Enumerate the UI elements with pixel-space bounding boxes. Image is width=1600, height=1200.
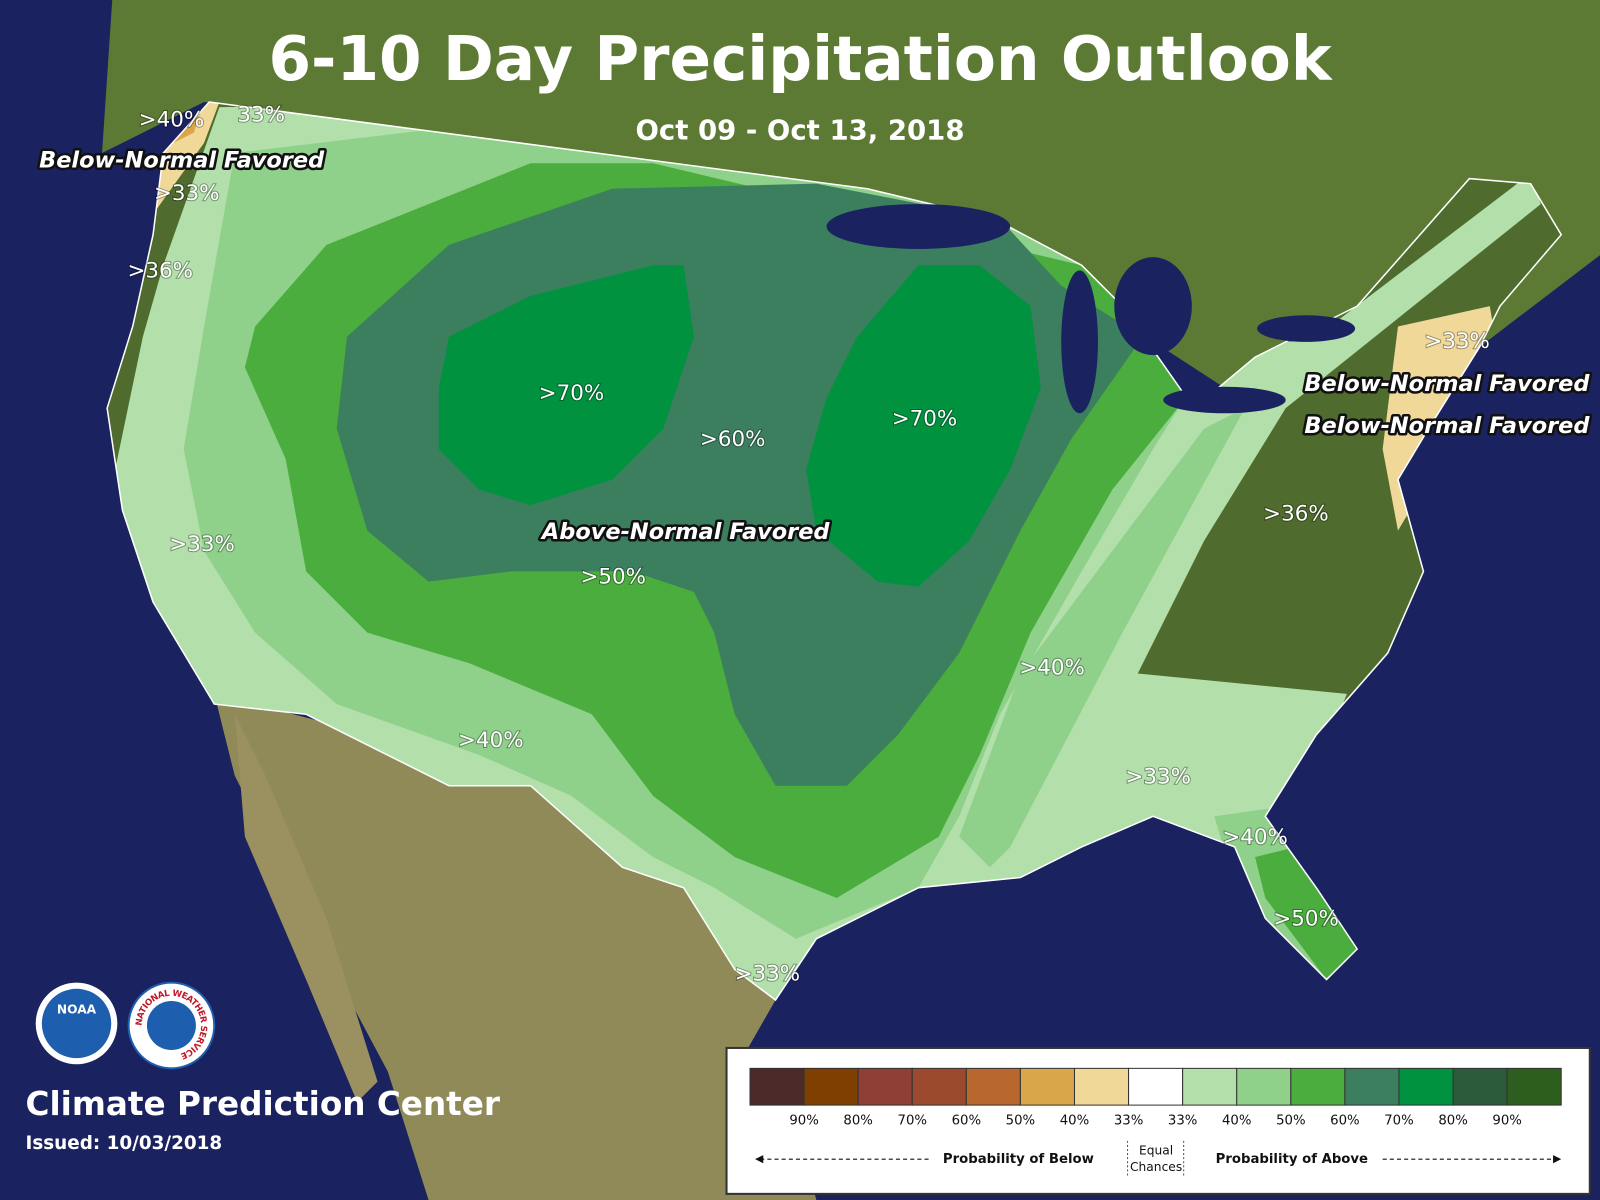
probability-label: >40% <box>1222 825 1288 850</box>
legend-label: 33% <box>1114 1113 1143 1128</box>
lake-ontario <box>1257 315 1356 342</box>
legend-swatch <box>1452 1067 1508 1106</box>
legend-swatch <box>965 1067 1021 1106</box>
legend-label: 70% <box>898 1113 927 1128</box>
subtitle: Oct 09 - Oct 13, 2018 <box>635 115 964 147</box>
legend-swatch <box>749 1067 805 1106</box>
lake-superior <box>826 204 1011 249</box>
legend-swatch <box>1019 1067 1076 1106</box>
map-labels: >40% 33% Below-Normal Favored >33% >36% >33% >… <box>37 101 1593 987</box>
legend-equal: Equal <box>1139 1144 1173 1158</box>
probability-label: >70% <box>539 381 605 406</box>
legend-swatch <box>1073 1067 1130 1106</box>
probability-label: >33% <box>1125 765 1191 790</box>
favored-label: Below-Normal Favored <box>1304 371 1590 397</box>
probability-label: >40% <box>458 728 524 753</box>
agency: Climate Prediction Center <box>26 1085 501 1123</box>
issued: Issued: 10/03/2018 <box>26 1133 223 1154</box>
probability-label: >36% <box>1263 501 1329 526</box>
region-40-se <box>959 408 1245 868</box>
noaa-logo-inner <box>41 988 112 1059</box>
favored-label: Below-Normal Favored <box>39 148 325 174</box>
legend-label: 80% <box>843 1113 872 1128</box>
legend-swatch <box>1236 1067 1292 1106</box>
favored-label: Below-Normal Favored <box>1304 413 1590 439</box>
legend-swatch <box>1506 1067 1562 1106</box>
probability-label: >70% <box>892 406 958 431</box>
legend-label: 90% <box>1492 1113 1521 1128</box>
lake-erie <box>1163 386 1286 414</box>
region-50-fl <box>1255 846 1358 980</box>
legend-label: 40% <box>1222 1113 1251 1128</box>
legend-swatch <box>1128 1067 1184 1106</box>
probability-label: >36% <box>127 258 193 283</box>
legend-arrowhead <box>1553 1155 1562 1164</box>
legend-label: 40% <box>1060 1113 1089 1128</box>
legend-swatch <box>911 1067 967 1106</box>
mexico-land <box>214 693 817 1200</box>
us-border <box>106 101 1563 1002</box>
legend-label: 90% <box>789 1113 818 1128</box>
probability-label: >33% <box>1424 329 1490 354</box>
probability-label: >50% <box>1273 906 1339 931</box>
favored-label: Above-Normal Favored <box>540 519 830 545</box>
noaa-logo-text: NOAA <box>57 1003 97 1017</box>
probability-label: >40% <box>139 107 205 132</box>
legend-label: 70% <box>1384 1113 1413 1128</box>
probability-label: 33% <box>237 102 285 127</box>
probability-label: >60% <box>700 427 766 452</box>
legend-label: 33% <box>1168 1113 1197 1128</box>
legend-swatch <box>1344 1067 1400 1106</box>
legend-swatch <box>803 1067 859 1106</box>
great-lakes <box>826 204 1356 414</box>
legend-below: Probability of Below <box>943 1152 1094 1167</box>
legend-label: 60% <box>952 1113 981 1128</box>
baja-land <box>234 714 378 1103</box>
nws-logo-inner <box>146 1001 196 1050</box>
probability-label: >33% <box>169 532 235 557</box>
legend-swatch <box>1290 1067 1346 1106</box>
legend-swatch <box>1398 1067 1454 1106</box>
legend-label: 50% <box>1276 1113 1305 1128</box>
probability-label: >33% <box>154 181 220 206</box>
region-70-east <box>806 265 1041 587</box>
lake-huron <box>1114 257 1192 356</box>
legend-arrowhead <box>755 1155 764 1164</box>
probability-label: >50% <box>581 565 647 590</box>
legend-label: 60% <box>1330 1113 1359 1128</box>
title: 6-10 Day Precipitation Outlook <box>268 24 1332 95</box>
legend-above: Probability of Above <box>1216 1152 1368 1167</box>
legend-label: 50% <box>1006 1113 1035 1128</box>
probability-label: >33% <box>735 961 801 986</box>
legend-equal: Chances <box>1130 1160 1182 1174</box>
legend-label: 80% <box>1438 1113 1467 1128</box>
region-70-west <box>438 265 694 506</box>
legend-swatch <box>1182 1067 1238 1106</box>
probability-label: >40% <box>1019 655 1085 680</box>
legend: 90% 80% 70% 60% 50% 40% 33% 33% 40% 50% 60% 70% 80% 9… <box>749 1067 1562 1128</box>
legend-swatch <box>857 1067 913 1106</box>
lake-michigan <box>1061 270 1098 414</box>
